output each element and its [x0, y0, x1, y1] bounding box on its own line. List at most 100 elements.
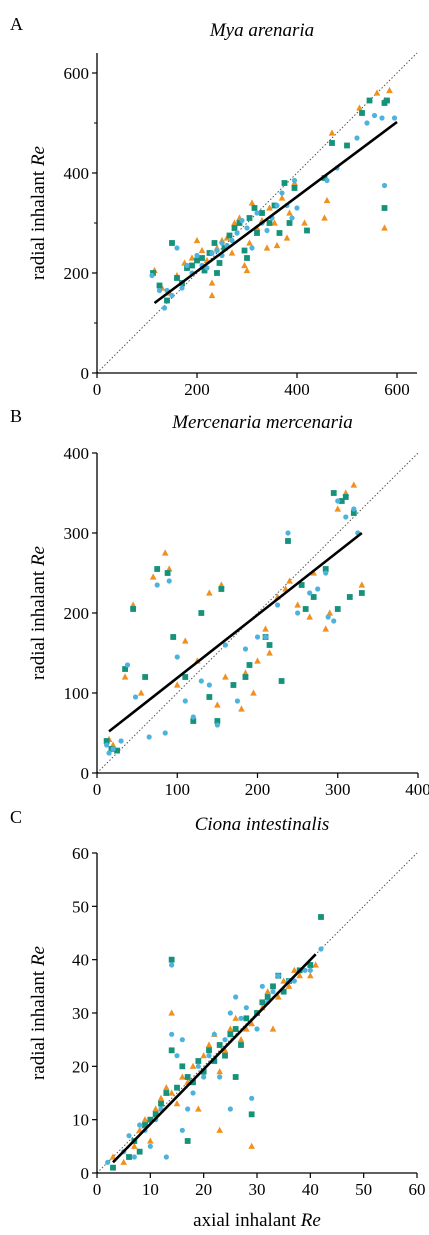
- data-point-square: [344, 142, 350, 149]
- data-point-circle: [198, 678, 204, 684]
- data-point-square: [200, 1068, 207, 1075]
- series-square: [150, 97, 390, 304]
- data-point-triangle: [307, 972, 314, 979]
- data-point-triangle: [173, 681, 181, 688]
- data-point-circle: [105, 1159, 111, 1165]
- data-point-square: [366, 97, 373, 104]
- data-point-triangle: [163, 1084, 170, 1091]
- data-point-triangle: [254, 657, 261, 664]
- data-point-square: [322, 566, 329, 572]
- data-point-circle: [179, 1127, 185, 1133]
- data-point-triangle: [286, 209, 293, 216]
- y-axis-label-text: radial inhalant: [28, 566, 49, 680]
- data-point-circle: [238, 1015, 244, 1021]
- data-point-circle: [302, 967, 308, 973]
- x-tick-label: 0: [93, 780, 102, 799]
- chart-title: Ciona intestinalis: [195, 814, 330, 835]
- data-point-square: [280, 988, 287, 995]
- y-axis-label: radial inhalant Re: [28, 146, 49, 280]
- data-point-circle: [161, 305, 168, 311]
- data-point-square: [194, 257, 200, 264]
- data-point-circle: [229, 237, 235, 244]
- y-axis-label: radial inhalant Re: [28, 546, 49, 680]
- data-point-triangle: [271, 219, 278, 226]
- y-tick-label: 0: [81, 364, 90, 383]
- data-point-square: [184, 1138, 191, 1144]
- data-point-square: [142, 1122, 148, 1128]
- chart-panel-b: B Mercenaria mercenaria 0 100 200 300 400 0 100 2…: [10, 406, 429, 799]
- data-point-square: [359, 110, 365, 116]
- data-point-square: [321, 175, 328, 181]
- data-point-circle: [227, 1106, 233, 1112]
- data-point-circle: [254, 210, 260, 216]
- data-point-circle: [174, 1053, 180, 1059]
- data-point-square: [179, 1063, 186, 1070]
- data-point-square: [342, 494, 349, 500]
- data-point-triangle: [266, 649, 273, 656]
- data-point-triangle: [222, 673, 229, 680]
- data-point-circle: [279, 190, 285, 196]
- data-point-triangle: [218, 581, 225, 588]
- data-point-square: [147, 1116, 154, 1123]
- data-point-square: [169, 240, 175, 246]
- data-point-circle: [131, 1154, 137, 1160]
- data-point-square: [264, 994, 271, 1000]
- data-point-circle: [154, 582, 160, 588]
- series-circle: [105, 946, 324, 1165]
- data-point-square: [248, 1111, 255, 1118]
- data-point-circle: [124, 662, 131, 668]
- chart-panel-c: C Ciona intestinalis 0 10 20 30 40 50 60 0 10 20 30 4…: [10, 807, 426, 1231]
- x-axis-label-text: axial inhalant: [193, 1210, 301, 1231]
- data-point-circle: [270, 989, 276, 995]
- data-point-circle: [106, 750, 112, 756]
- data-point-square: [243, 1015, 250, 1022]
- y-tick-label: 400: [64, 164, 90, 183]
- data-point-square: [381, 205, 388, 211]
- y-axis-label-symbol: Re: [28, 146, 49, 167]
- data-point-square: [136, 1148, 143, 1155]
- data-point-square: [170, 634, 177, 640]
- x-tick-label: 60: [409, 1180, 426, 1199]
- data-point-circle: [379, 115, 385, 121]
- data-point-circle: [249, 1095, 255, 1101]
- data-point-square: [201, 267, 208, 274]
- data-point-triangle: [264, 988, 271, 995]
- data-point-square: [156, 282, 163, 289]
- data-point-circle: [214, 722, 220, 728]
- data-point-triangle: [120, 1158, 127, 1165]
- data-point-triangle: [221, 1046, 229, 1053]
- data-point-triangle: [137, 689, 145, 696]
- data-point-triangle: [129, 601, 137, 608]
- data-point-square: [338, 498, 345, 504]
- data-point-square: [329, 140, 335, 146]
- data-point-square: [222, 1052, 228, 1059]
- data-point-circle: [206, 682, 212, 688]
- data-point-circle: [174, 654, 180, 660]
- data-point-square: [130, 606, 137, 612]
- data-point-triangle: [373, 89, 381, 96]
- data-point-circle: [222, 1037, 228, 1043]
- data-point-square: [103, 738, 110, 744]
- data-point-square: [164, 297, 170, 304]
- y-tick-label: 100: [64, 684, 90, 703]
- data-point-square: [182, 674, 189, 680]
- data-point-triangle: [228, 249, 236, 256]
- data-point-square: [126, 1154, 132, 1160]
- y-tick-label: 200: [64, 604, 90, 623]
- data-point-circle: [201, 1074, 207, 1080]
- x-tick-label: 50: [355, 1180, 372, 1199]
- y-tick-label: 10: [72, 1111, 89, 1130]
- data-point-triangle: [381, 224, 388, 231]
- data-point-triangle: [149, 573, 157, 580]
- data-point-square: [184, 1074, 191, 1080]
- regression-line: [108, 531, 363, 733]
- data-point-square: [304, 227, 310, 234]
- panel-letter: C: [10, 807, 22, 827]
- data-point-circle: [381, 182, 388, 189]
- data-point-square: [259, 210, 265, 216]
- data-point-triangle: [198, 246, 206, 254]
- data-point-triangle: [237, 1036, 245, 1043]
- data-point-circle: [254, 1026, 260, 1032]
- x-tick-label: 300: [325, 780, 351, 799]
- data-point-triangle: [262, 625, 269, 632]
